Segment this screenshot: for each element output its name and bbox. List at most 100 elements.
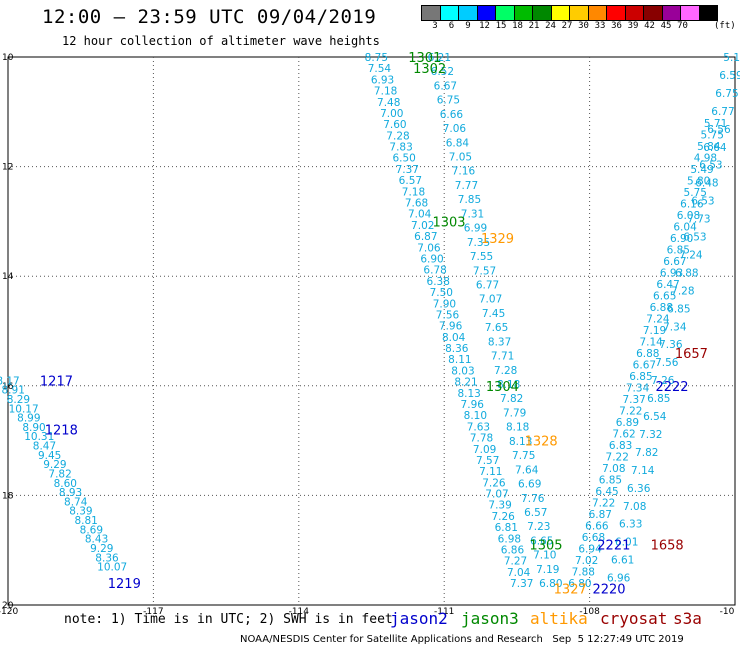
wave-height-value: 7.24 xyxy=(679,249,703,261)
wave-height-value: 9.45 xyxy=(38,450,61,462)
wave-height-value: 6.80 xyxy=(539,578,562,590)
wave-height-value: 6.85 xyxy=(647,393,670,405)
wave-height-value: 7.85 xyxy=(458,194,481,206)
wave-height-value: 7.08 xyxy=(602,463,625,475)
wave-height-value: 8.93 xyxy=(59,487,82,499)
wave-height-value: 7.90 xyxy=(433,298,456,310)
wave-height-value: 5.49 xyxy=(690,164,713,176)
track-id-label: 1305 xyxy=(529,539,562,554)
wave-height-value: 7.39 xyxy=(488,500,511,512)
wave-height-value: 7.04 xyxy=(408,209,432,221)
lat-label: 18 xyxy=(2,491,14,501)
wave-height-value: 7.35 xyxy=(467,237,490,249)
wave-height-value: 7.09 xyxy=(473,444,496,456)
scale-label: 15 xyxy=(495,21,507,31)
wave-height-tracks: 8.178.918.2910.178.998.9010.318.479.459.… xyxy=(0,52,740,590)
wave-height-value: 6.65 xyxy=(653,290,676,302)
wave-height-value: 6.68 xyxy=(582,532,605,544)
wave-height-value: 5.75 xyxy=(684,187,707,199)
wave-height-value: 6.65 xyxy=(530,535,553,547)
wave-height-value: 6.86 xyxy=(501,545,525,557)
wave-height-value: 7.50 xyxy=(430,287,453,299)
scale-label: 27 xyxy=(561,21,573,31)
scale-label: 39 xyxy=(627,21,639,31)
wave-height-value: 7.45 xyxy=(482,308,505,320)
wave-height-value: 7.37 xyxy=(396,164,419,176)
wave-height-value: 6.77 xyxy=(711,106,734,118)
wave-height-value: 7.63 xyxy=(467,421,490,433)
wave-height-value: 6.85 xyxy=(667,244,690,256)
lon-label: -120 xyxy=(0,607,18,617)
wave-height-value: 6.48 xyxy=(695,178,718,190)
wave-height-value: 6.88 xyxy=(675,267,698,279)
wave-height-value: 7.57 xyxy=(476,455,499,467)
wave-height-value: 7.71 xyxy=(491,351,514,363)
wave-height-value: 6.38 xyxy=(427,276,450,288)
wave-height-value: 6.90 xyxy=(420,253,443,265)
scale-label: 24 xyxy=(545,21,556,31)
wave-height-value: 7.22 xyxy=(606,451,629,463)
wave-height-value: 8.60 xyxy=(54,478,77,490)
wave-height-value: 8.81 xyxy=(74,515,97,527)
wave-height-value: 10.07 xyxy=(97,562,127,574)
track-id-label: 1301 xyxy=(408,51,441,66)
wave-height-value: 9.29 xyxy=(43,459,66,471)
wave-height-value: 6.50 xyxy=(392,153,415,165)
wave-height-value: 7.26 xyxy=(651,375,675,387)
wave-height-value: 7.00 xyxy=(380,108,403,120)
wave-height-value: 6.75 xyxy=(437,95,460,107)
wave-height-value: 6.85 xyxy=(667,303,690,315)
track-id-label: 2221 xyxy=(597,539,630,554)
wave-height-value: 5.71 xyxy=(704,118,727,130)
wave-height-value: 6.53 xyxy=(699,160,722,172)
wave-height-value: 8.69 xyxy=(80,524,103,536)
wave-height-value: 7.06 xyxy=(443,123,467,135)
wave-height-value: 9.29 xyxy=(90,543,113,555)
axis-labels: -120 -117 -114 -111 -108 -10 10 12 14 16 18 20 xyxy=(0,53,735,617)
legend-s3a: s3a xyxy=(673,609,702,628)
wave-height-value: 4.98 xyxy=(694,152,717,164)
wave-height-value: 6.33 xyxy=(619,519,642,531)
wave-height-value: 6.80 xyxy=(568,578,591,590)
wave-height-value: 7.82 xyxy=(48,468,71,480)
wave-height-value: 7.36 xyxy=(659,339,683,351)
wave-height-value: 7.60 xyxy=(383,119,406,131)
wave-height-value: 7.08 xyxy=(623,501,646,513)
lon-label: -114 xyxy=(289,607,310,617)
wave-height-value: 7.34 xyxy=(663,321,687,333)
wave-height-value: 6.52 xyxy=(431,66,454,78)
legend-jason2: jason2 xyxy=(390,609,448,628)
lon-label: -10 xyxy=(720,607,735,617)
wave-height-value: 6.85 xyxy=(629,371,652,383)
track-id-label: 1658 xyxy=(651,539,684,554)
wave-height-value: 6.01 xyxy=(615,537,638,549)
wave-height-value: 7.11 xyxy=(479,466,502,478)
wave-height-value: 6.77 xyxy=(476,279,499,291)
wave-height-value: 8.04 xyxy=(442,332,466,344)
wave-height-value: 6.96 xyxy=(607,573,631,585)
wave-height-value: 7.06 xyxy=(417,242,441,254)
wave-height-value: 7.68 xyxy=(405,198,428,210)
wave-height-value: 7.07 xyxy=(485,489,508,501)
wave-height-value: 7.78 xyxy=(470,433,493,445)
wave-height-value: 7.26 xyxy=(491,511,515,523)
wave-height-value: 6.56 xyxy=(707,124,731,136)
wave-height-value: 6.94 xyxy=(578,544,602,556)
wave-height-value: 6.88 xyxy=(650,302,673,314)
scale-label: 12 xyxy=(479,21,490,31)
lat-label: 14 xyxy=(2,272,14,282)
wave-height-value: 7.26 xyxy=(482,477,506,489)
wave-height-value: 7.73 xyxy=(687,214,710,226)
scale-label: 36 xyxy=(611,21,622,31)
legend-altika: altika xyxy=(530,609,588,628)
legend-jason3: jason3 xyxy=(461,609,519,628)
wave-height-value: 6.59 xyxy=(719,70,740,82)
wave-height-value: 7.37 xyxy=(510,578,533,590)
wave-height-value: 6.87 xyxy=(589,509,612,521)
lon-label: -108 xyxy=(579,607,600,617)
wave-height-value: 6.21 xyxy=(428,52,451,64)
wave-height-value: 8.36 xyxy=(445,343,469,355)
wave-height-value: 6.47 xyxy=(656,279,679,291)
